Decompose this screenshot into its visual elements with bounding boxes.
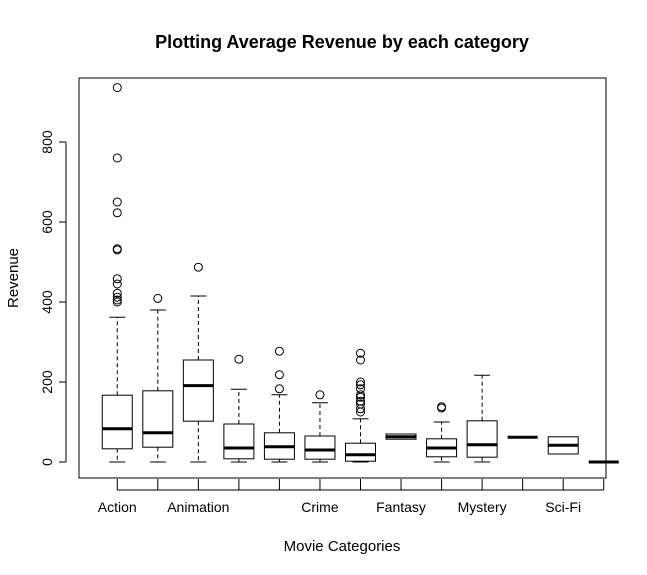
outlier-point — [274, 370, 284, 380]
y-tick-label: 0 — [39, 458, 55, 466]
outlier-point — [437, 402, 447, 412]
x-tick-label: Mystery — [458, 499, 507, 515]
box-7 — [345, 348, 376, 463]
x-tick-label: Crime — [301, 499, 339, 515]
outlier-point — [112, 153, 122, 163]
x-axis-title: Movie Categories — [284, 538, 401, 555]
box-iqr — [466, 420, 498, 458]
box-6 — [304, 390, 336, 463]
outlier-point — [112, 83, 122, 93]
outlier-point — [356, 380, 365, 390]
box-iqr — [345, 442, 376, 462]
box-iqr — [182, 359, 214, 422]
box-iqr — [304, 435, 336, 460]
outlier-point — [356, 355, 365, 365]
outlier-point — [112, 197, 122, 207]
outlier-point — [356, 399, 365, 409]
outlier-point — [356, 384, 365, 394]
box-4 — [223, 354, 255, 463]
y-tick-label: 400 — [39, 290, 55, 314]
outlier-point — [234, 354, 244, 364]
x-tick-label: Sci-Fi — [545, 499, 581, 515]
outlier-point — [356, 377, 365, 387]
x-tick-label: Action — [98, 499, 137, 515]
plot-area-frame — [78, 77, 607, 479]
outlier-point — [153, 293, 163, 303]
box-9 — [426, 402, 458, 463]
y-tick-label: 800 — [39, 130, 55, 154]
y-axis-title: Revenue — [5, 248, 22, 308]
outlier-point — [112, 208, 122, 218]
outlier-point — [274, 384, 284, 394]
outlier-point — [112, 279, 122, 289]
box-10 — [466, 374, 498, 463]
outlier-point — [356, 390, 365, 400]
box-iqr — [142, 390, 174, 448]
outlier-point — [193, 262, 203, 272]
box-5 — [263, 346, 295, 463]
outlier-point — [112, 297, 122, 307]
x-tick-label: Fantasy — [376, 499, 426, 515]
box-iqr — [223, 423, 255, 460]
y-tick-label: 600 — [39, 210, 55, 234]
outlier-point — [356, 348, 365, 358]
box-iqr — [101, 394, 133, 450]
outlier-point — [356, 396, 365, 406]
box-8 — [385, 433, 417, 440]
box-12 — [547, 436, 579, 455]
outlier-point — [112, 292, 122, 302]
box-2 — [142, 293, 174, 463]
x-tick-label: Animation — [167, 499, 229, 515]
y-axis: 0 200 400 600 800 — [39, 130, 67, 466]
box-series — [101, 83, 619, 464]
outlier-point — [315, 390, 325, 400]
box-1 — [101, 83, 133, 463]
outlier-point — [112, 288, 122, 298]
chart-title: Plotting Average Revenue by each categor… — [155, 32, 529, 52]
outlier-point — [274, 346, 284, 356]
y-tick-label: 200 — [39, 370, 55, 394]
x-axis: Action Animation Crime Fantasy Mystery Sci-Fi — [98, 479, 605, 515]
outlier-point — [112, 244, 122, 254]
outlier-point — [112, 274, 122, 284]
box-3 — [182, 262, 214, 463]
outlier-point — [112, 295, 122, 305]
